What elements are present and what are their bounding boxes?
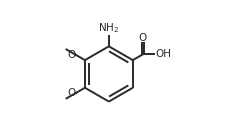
Text: O: O <box>139 33 147 43</box>
Text: O: O <box>67 88 75 98</box>
Text: OH: OH <box>155 49 171 59</box>
Text: NH$_2$: NH$_2$ <box>98 21 120 35</box>
Text: O: O <box>67 50 75 60</box>
